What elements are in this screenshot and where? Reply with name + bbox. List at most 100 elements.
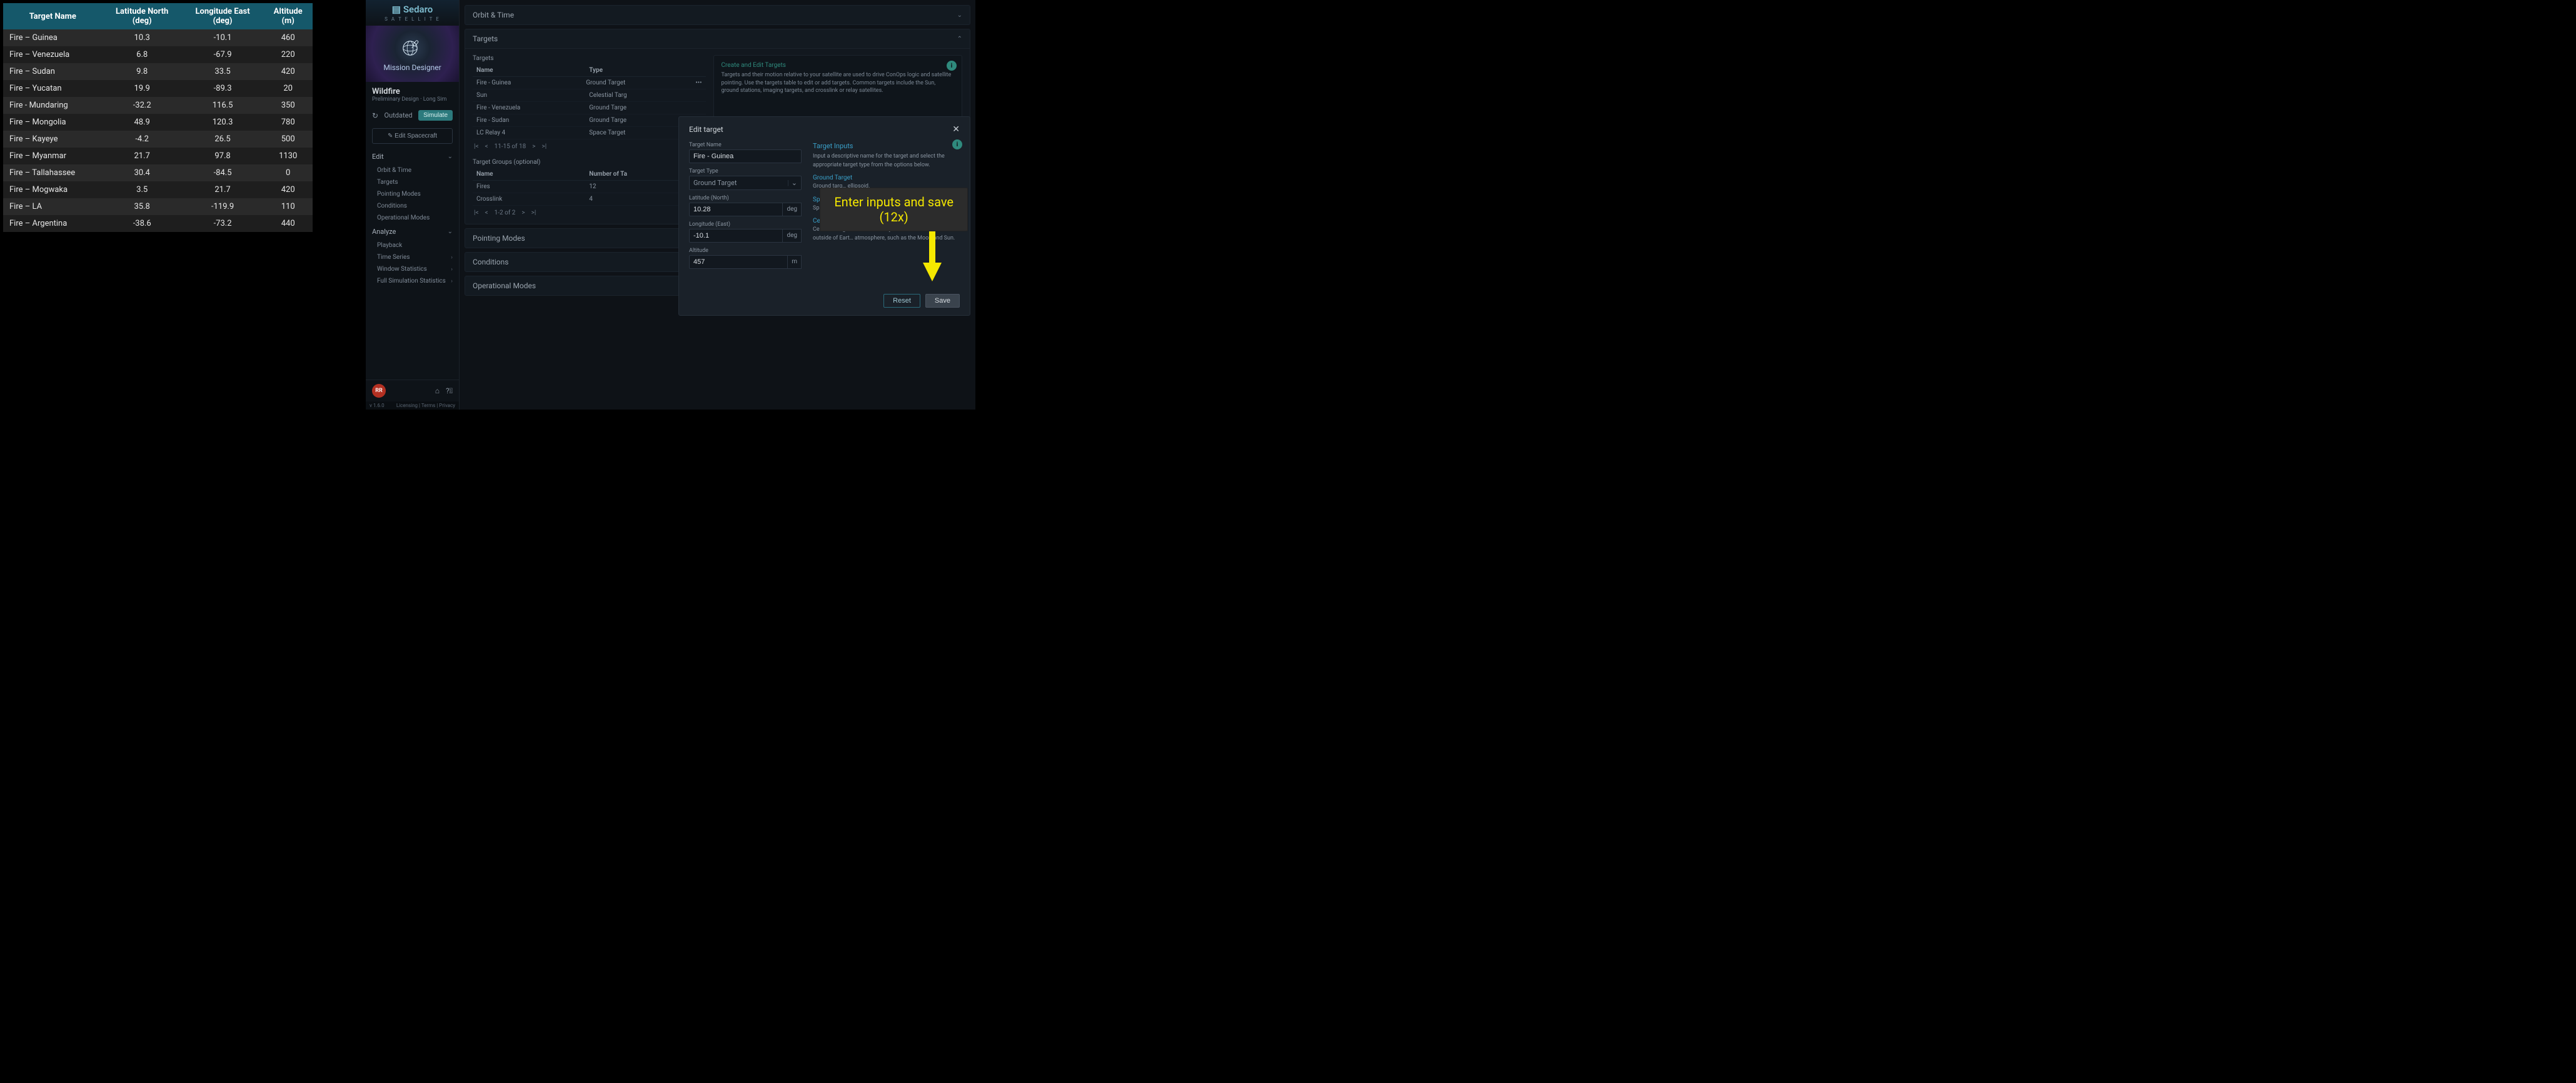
field-label-lon: Longitude (East) — [689, 221, 802, 228]
nav-section-analyze[interactable]: Analyze ⌄ — [366, 224, 459, 239]
table-cell: 33.5 — [182, 63, 264, 80]
help-text: Targets and their motion relative to you… — [722, 71, 955, 95]
accordion-conditions-label: Conditions — [473, 258, 508, 266]
list-item[interactable]: Fire - SudanGround Targe — [473, 114, 706, 127]
close-icon[interactable]: ✕ — [952, 124, 960, 134]
table-cell: 48.9 — [103, 114, 182, 131]
pager-prev-icon[interactable]: < — [485, 209, 488, 216]
pager-range: 11-15 of 18 — [495, 143, 526, 150]
table-cell: Fire – Guinea — [3, 29, 103, 46]
refresh-icon[interactable]: ↻ — [372, 111, 378, 120]
list-item[interactable]: LC Relay 4Space Target — [473, 127, 706, 139]
nav-item[interactable]: Targets — [366, 176, 459, 188]
pager-range: 1-2 of 2 — [495, 209, 516, 216]
table-cell: Fire – Venezuela — [3, 46, 103, 63]
dialog-form: Target Name Target Type Ground Target |⌄… — [689, 142, 802, 269]
nav-item[interactable]: Conditions — [366, 200, 459, 212]
chevron-right-icon: › — [451, 266, 453, 273]
targets-pager: |< < 11-15 of 18 > >| — [473, 139, 706, 150]
table-header: Longitude East(deg) — [182, 3, 264, 29]
table-cell: 420 — [263, 181, 313, 198]
table-header: Target Name — [3, 3, 103, 29]
table-cell: -84.5 — [182, 164, 264, 181]
table-row: Fire – Venezuela6.8-67.9220 — [3, 46, 313, 63]
accordion-pointing-label: Pointing Modes — [473, 234, 525, 243]
target-type-select[interactable]: Ground Target |⌄ — [689, 176, 802, 190]
help-heading: Create and Edit Targets — [722, 62, 955, 69]
chevron-right-icon: › — [451, 278, 453, 285]
table-cell: 21.7 — [103, 148, 182, 164]
altitude-input[interactable] — [689, 255, 788, 269]
table-cell: -89.3 — [182, 80, 264, 97]
targets-list-header: Name Type — [473, 64, 706, 77]
pager-prev-icon[interactable]: < — [485, 143, 488, 150]
pager-next-icon[interactable]: > — [532, 143, 535, 150]
pager-last-icon[interactable]: >| — [541, 143, 546, 150]
nav-item[interactable]: Full Simulation Statistics› — [366, 275, 459, 287]
list-item[interactable]: Fire - VenezuelaGround Targe — [473, 102, 706, 114]
table-header: Latitude North(deg) — [103, 3, 182, 29]
simulate-row: ↻ Outdated Simulate — [366, 108, 459, 123]
table-cell: 350 — [263, 97, 313, 114]
table-cell: 1130 — [263, 148, 313, 164]
list-item[interactable]: Crosslink4 — [473, 193, 706, 206]
help-icon[interactable]: ?⃝ — [446, 386, 453, 395]
edit-spacecraft-button[interactable]: ✎ Edit Spacecraft — [372, 128, 453, 144]
list-item[interactable]: SunCelestial Targ — [473, 89, 706, 102]
nav-item[interactable]: Pointing Modes — [366, 188, 459, 200]
pager-last-icon[interactable]: >| — [531, 209, 536, 216]
table-cell: Fire – Mongolia — [3, 114, 103, 131]
pager-next-icon[interactable]: > — [521, 209, 525, 216]
callout-line1: Enter inputs and save — [834, 194, 953, 209]
simulate-button[interactable]: Simulate — [418, 110, 453, 121]
table-cell: 9.8 — [103, 63, 182, 80]
field-label-type: Target Type — [689, 168, 802, 174]
info-icon[interactable]: i — [947, 61, 957, 71]
home-icon[interactable]: ⌂ — [435, 386, 440, 395]
table-cell: 26.5 — [182, 131, 264, 148]
pager-first-icon[interactable]: |< — [474, 143, 479, 150]
nav-item[interactable]: Orbit & Time — [366, 164, 459, 176]
save-button[interactable]: Save — [925, 294, 960, 308]
targets-list-column: Targets Name Type Fire - GuineaGround Ta… — [473, 55, 706, 216]
info-icon[interactable]: i — [952, 139, 962, 149]
table-row: Fire – Myanmar21.797.81130 — [3, 148, 313, 164]
chevron-down-icon: ⌄ — [957, 12, 962, 19]
mission-designer-app: ▤ Sedaro S A T E L L I T E Mission Desig… — [366, 0, 975, 410]
latitude-input[interactable] — [689, 203, 783, 216]
target-name-input[interactable] — [689, 149, 802, 163]
reset-button[interactable]: Reset — [883, 294, 920, 308]
list-item[interactable]: Fire - GuineaGround Target••• — [473, 77, 706, 89]
table-row: Fire – LA35.8-119.9110 — [3, 198, 313, 215]
spacer — [316, 0, 366, 410]
help-ground-heading: Ground Target — [813, 174, 960, 181]
chevron-down-icon: ⌄ — [448, 228, 453, 235]
table-row: Fire – Mongolia48.9120.3780 — [3, 114, 313, 131]
nav-item[interactable]: Window Statistics› — [366, 263, 459, 275]
list-item[interactable]: Fires12 — [473, 181, 706, 193]
nav-item[interactable]: Operational Modes — [366, 212, 459, 224]
field-label-lat: Latitude (North) — [689, 195, 802, 201]
footer-links[interactable]: Licensing | Terms | Privacy — [396, 403, 455, 408]
pager-first-icon[interactable]: |< — [474, 209, 479, 216]
nav-section-edit[interactable]: Edit ⌄ — [366, 149, 459, 164]
project-subtitle: Preliminary Design · Long Sim — [372, 96, 453, 103]
accordion-targets-label: Targets — [473, 34, 498, 43]
nav-section-analyze-label: Analyze — [372, 228, 396, 236]
col-group-name: Name — [476, 171, 589, 178]
accordion-orbit-time[interactable]: Orbit & Time ⌄ — [465, 5, 970, 25]
lon-unit: deg — [783, 229, 802, 243]
dialog-title: Edit target — [689, 125, 723, 134]
table-cell: -119.9 — [182, 198, 264, 215]
longitude-input[interactable] — [689, 229, 783, 243]
table-cell: -4.2 — [103, 131, 182, 148]
version-text: v 1.6.0 — [370, 403, 385, 408]
nav-item[interactable]: Playback — [366, 239, 459, 251]
more-icon[interactable]: ••• — [695, 79, 702, 86]
globe-icon — [400, 36, 425, 61]
table-cell: 0 — [263, 164, 313, 181]
nav-item[interactable]: Time Series› — [366, 251, 459, 263]
avatar[interactable]: RR — [372, 384, 386, 398]
version-bar: v 1.6.0 Licensing | Terms | Privacy — [366, 401, 459, 410]
accordion-targets[interactable]: Targets ⌃ — [465, 29, 970, 49]
